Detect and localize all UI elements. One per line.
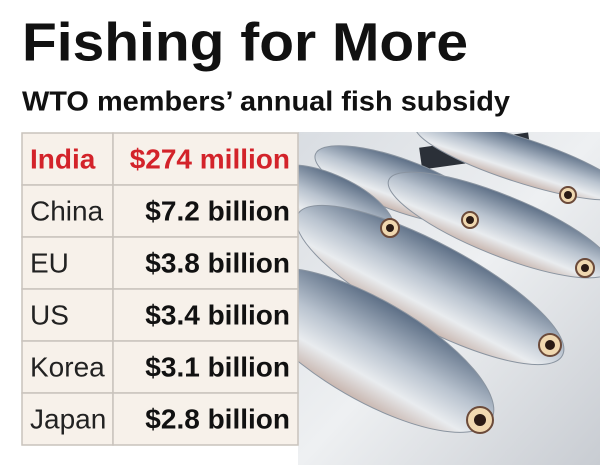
country: China <box>30 195 104 226</box>
table-cell <box>21 132 114 186</box>
table-cell <box>21 392 114 446</box>
table-cell <box>112 340 299 394</box>
subsidy-amount: $2.8 billion <box>145 403 290 434</box>
table-cell <box>112 236 299 290</box>
country: Japan <box>30 403 106 434</box>
subsidy-amount: $3.1 billion <box>145 351 290 382</box>
subsidy-amount: $3.8 billion <box>145 247 290 278</box>
subsidy-amount: $274 million <box>130 143 290 174</box>
subsidy-amount: $7.2 billion <box>145 195 290 226</box>
table-cell <box>21 288 114 342</box>
table-cell <box>112 184 299 238</box>
table-cell <box>21 236 114 290</box>
table-cell <box>112 392 299 446</box>
country: EU <box>30 247 69 278</box>
country: US <box>30 299 69 330</box>
country: India <box>30 143 96 174</box>
table-cell <box>112 288 299 342</box>
country: Korea <box>30 351 105 382</box>
subsidy-table: India $274 million China $7.2 billion EU $3.8… <box>21 132 299 446</box>
subsidy-amount: $3.4 billion <box>145 299 290 330</box>
fish-photo <box>298 132 600 465</box>
table-cell <box>21 340 114 394</box>
title: Fishing for More <box>22 12 468 72</box>
table-cell <box>21 184 114 238</box>
subtitle: WTO members’ annual fish subsidy <box>22 85 510 116</box>
